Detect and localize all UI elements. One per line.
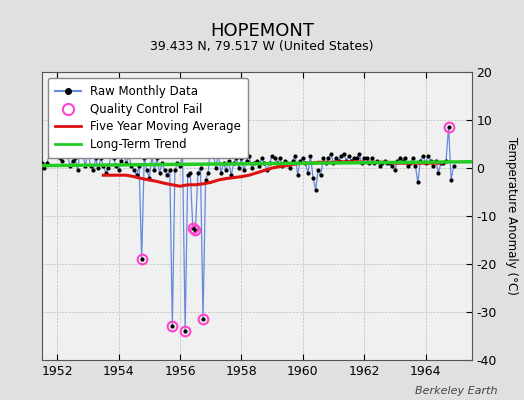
Text: 39.433 N, 79.517 W (United States): 39.433 N, 79.517 W (United States) xyxy=(150,40,374,53)
Text: HOPEMONT: HOPEMONT xyxy=(210,22,314,40)
Legend: Raw Monthly Data, Quality Control Fail, Five Year Moving Average, Long-Term Tren: Raw Monthly Data, Quality Control Fail, … xyxy=(48,78,248,158)
Y-axis label: Temperature Anomaly (°C): Temperature Anomaly (°C) xyxy=(505,137,518,295)
Text: Berkeley Earth: Berkeley Earth xyxy=(416,386,498,396)
